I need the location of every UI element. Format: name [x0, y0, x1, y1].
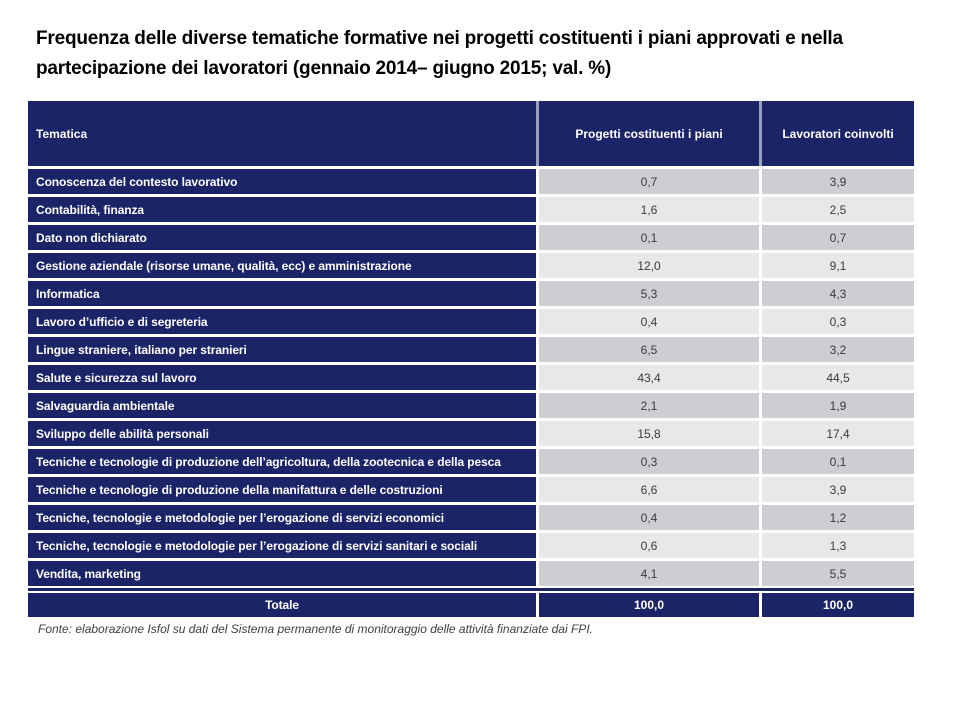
row-progetti-cell: 2,1	[539, 393, 759, 418]
row-tematica-cell: Lavoro d’ufficio e di segreteria	[28, 309, 536, 334]
row-tematica-cell: Lingue straniere, italiano per stranieri	[28, 337, 536, 362]
row-progetti-cell: 0,7	[539, 169, 759, 194]
table-row: Gestione aziendale (risorse umane, quali…	[28, 253, 914, 278]
table-row: Salute e sicurezza sul lavoro 43,4 44,5	[28, 365, 914, 390]
row-lavoratori-cell: 4,3	[762, 281, 914, 306]
totale-separator	[28, 588, 914, 591]
table-row: Vendita, marketing 4,1 5,5	[28, 561, 914, 586]
column-header-lavoratori: Lavoratori coinvolti	[762, 101, 914, 166]
table-row: Contabilità, finanza 1,6 2,5	[28, 197, 914, 222]
row-lavoratori-cell: 0,7	[762, 225, 914, 250]
table-row: Salvaguardia ambientale 2,1 1,9	[28, 393, 914, 418]
row-tematica-cell: Tecniche, tecnologie e metodologie per l…	[28, 505, 536, 530]
table-row: Sviluppo delle abilità personali 15,8 17…	[28, 421, 914, 446]
row-progetti-cell: 4,1	[539, 561, 759, 586]
row-progetti-cell: 15,8	[539, 421, 759, 446]
row-lavoratori-cell: 1,9	[762, 393, 914, 418]
row-tematica-cell: Tecniche e tecnologie di produzione dell…	[28, 477, 536, 502]
table-body: Conoscenza del contesto lavorativo 0,7 3…	[28, 169, 914, 586]
row-tematica-cell: Vendita, marketing	[28, 561, 536, 586]
row-lavoratori-cell: 44,5	[762, 365, 914, 390]
table-row: Informatica 5,3 4,3	[28, 281, 914, 306]
table-row: Tecniche, tecnologie e metodologie per l…	[28, 533, 914, 558]
table-row: Tecniche e tecnologie di produzione dell…	[28, 477, 914, 502]
row-lavoratori-cell: 3,2	[762, 337, 914, 362]
table-header-row: Tematica Progetti costituenti i piani La…	[28, 101, 914, 166]
table-row: Lavoro d’ufficio e di segreteria 0,4 0,3	[28, 309, 914, 334]
row-lavoratori-cell: 0,3	[762, 309, 914, 334]
table-row: Lingue straniere, italiano per stranieri…	[28, 337, 914, 362]
row-tematica-cell: Contabilità, finanza	[28, 197, 536, 222]
row-lavoratori-cell: 1,2	[762, 505, 914, 530]
row-tematica-cell: Conoscenza del contesto lavorativo	[28, 169, 536, 194]
row-lavoratori-cell: 5,5	[762, 561, 914, 586]
row-lavoratori-cell: 0,1	[762, 449, 914, 474]
row-progetti-cell: 1,6	[539, 197, 759, 222]
totale-lavoratori-value: 100,0	[762, 593, 914, 617]
row-tematica-cell: Gestione aziendale (risorse umane, quali…	[28, 253, 536, 278]
table-row: Tecniche, tecnologie e metodologie per l…	[28, 505, 914, 530]
column-header-progetti: Progetti costituenti i piani	[539, 101, 759, 166]
row-progetti-cell: 5,3	[539, 281, 759, 306]
row-tematica-cell: Dato non dichiarato	[28, 225, 536, 250]
row-progetti-cell: 0,1	[539, 225, 759, 250]
row-progetti-cell: 0,4	[539, 505, 759, 530]
row-tematica-cell: Tecniche e tecnologie di produzione dell…	[28, 449, 536, 474]
row-progetti-cell: 43,4	[539, 365, 759, 390]
table-row: Dato non dichiarato 0,1 0,7	[28, 225, 914, 250]
row-lavoratori-cell: 3,9	[762, 169, 914, 194]
row-tematica-cell: Tecniche, tecnologie e metodologie per l…	[28, 533, 536, 558]
row-lavoratori-cell: 3,9	[762, 477, 914, 502]
totale-progetti-value: 100,0	[539, 593, 759, 617]
row-tematica-cell: Salvaguardia ambientale	[28, 393, 536, 418]
row-progetti-cell: 0,6	[539, 533, 759, 558]
row-progetti-cell: 0,3	[539, 449, 759, 474]
table-row: Conoscenza del contesto lavorativo 0,7 3…	[28, 169, 914, 194]
row-tematica-cell: Sviluppo delle abilità personali	[28, 421, 536, 446]
row-progetti-cell: 6,6	[539, 477, 759, 502]
data-table: Tematica Progetti costituenti i piani La…	[28, 101, 914, 617]
row-lavoratori-cell: 9,1	[762, 253, 914, 278]
page-title: Frequenza delle diverse tematiche format…	[36, 28, 843, 80]
row-tematica-cell: Informatica	[28, 281, 536, 306]
row-lavoratori-cell: 17,4	[762, 421, 914, 446]
row-tematica-cell: Salute e sicurezza sul lavoro	[28, 365, 536, 390]
row-progetti-cell: 12,0	[539, 253, 759, 278]
column-header-tematica: Tematica	[28, 101, 536, 166]
table-row: Tecniche e tecnologie di produzione dell…	[28, 449, 914, 474]
row-lavoratori-cell: 1,3	[762, 533, 914, 558]
totale-row: Totale 100,0 100,0	[28, 593, 914, 617]
row-progetti-cell: 0,4	[539, 309, 759, 334]
source-note: Fonte: elaborazione Isfol su dati del Si…	[38, 622, 593, 636]
totale-label: Totale	[28, 593, 536, 617]
row-progetti-cell: 6,5	[539, 337, 759, 362]
row-lavoratori-cell: 2,5	[762, 197, 914, 222]
